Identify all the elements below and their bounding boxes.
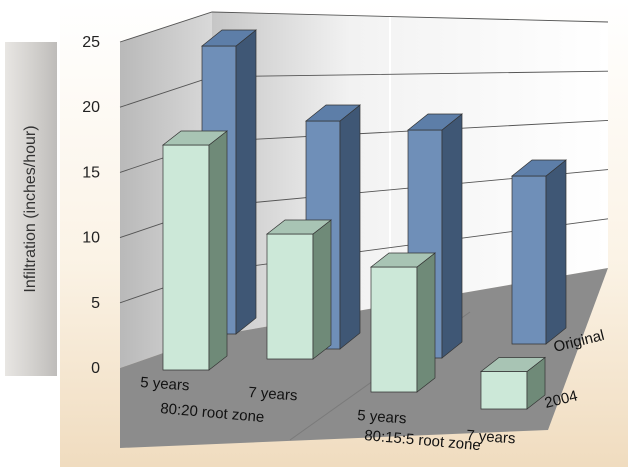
- bar-original-0-top: [201, 29, 257, 47]
- bar-2004-3-front: [480, 371, 528, 410]
- bar-2004-1: [265, 219, 333, 360]
- x-tick-label: 7 years: [466, 427, 516, 447]
- bar-original-0-side: [235, 29, 257, 335]
- y-tick-label: 25: [82, 34, 100, 51]
- bar-2004-1-top: [265, 219, 333, 235]
- y-tick-label: 0: [91, 360, 100, 377]
- bar-2004-2-side: [416, 252, 436, 393]
- y-tick-label: 20: [82, 99, 100, 116]
- x-tick-label: 7 years: [248, 384, 298, 404]
- y-tick-label: 10: [82, 230, 100, 247]
- bar-original-3-side: [545, 159, 567, 345]
- bar-2004-0-top: [161, 130, 229, 146]
- bar-2004-1-front: [266, 233, 314, 360]
- bar-2004-2: [369, 252, 437, 393]
- bar-original-1-side: [339, 104, 361, 350]
- bar-original-3-front: [511, 175, 547, 345]
- bar-2004-3: [479, 356, 547, 410]
- bar-2004-1-side: [312, 219, 332, 360]
- x-tick-label: 5 years: [357, 407, 407, 427]
- y-tick-label: 15: [82, 164, 100, 181]
- bar-2004-2-front: [370, 266, 418, 393]
- y-axis-label-box: [5, 42, 57, 376]
- bars: [161, 29, 567, 410]
- bar-original-1-top: [305, 104, 361, 122]
- bar-2004-2-top: [369, 252, 437, 268]
- x-tick-label: 5 years: [140, 374, 190, 394]
- bar-original-3: [511, 159, 567, 345]
- bar-original-3-top: [511, 159, 567, 177]
- bar-original-2-top: [407, 113, 463, 131]
- bar-2004-3-top: [479, 357, 547, 372]
- bar-original-2-side: [441, 113, 463, 359]
- bar-2004-0-front: [162, 144, 210, 371]
- gridline: [119, 11, 609, 43]
- bar-2004-0-side: [208, 130, 228, 371]
- y-tick-label: 5: [91, 295, 100, 312]
- bar-2004-0: [161, 130, 229, 371]
